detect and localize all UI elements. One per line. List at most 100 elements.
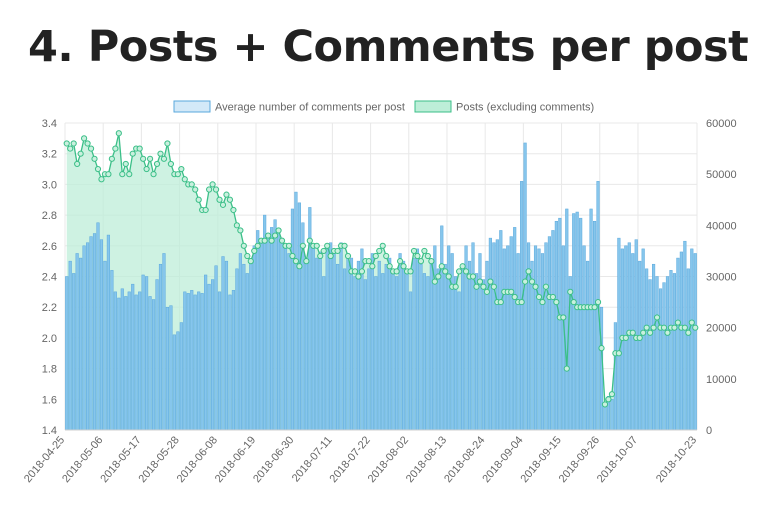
posts-point (115, 130, 122, 137)
posts-point (146, 155, 154, 162)
y-left-tick-label: 1.4 (42, 425, 57, 437)
posts-point (87, 145, 95, 152)
posts-point (153, 160, 161, 168)
legend-swatch-comments (173, 100, 211, 113)
comments-bar (520, 181, 524, 431)
posts-point (136, 145, 143, 152)
comments-bar (186, 293, 190, 431)
posts-point (313, 242, 320, 249)
comments-bar (436, 268, 440, 431)
comments-bar (162, 253, 166, 431)
comments-bar (592, 220, 597, 431)
posts-point (528, 278, 536, 285)
posts-point (122, 160, 129, 168)
comments-bar (138, 291, 142, 431)
legend-swatch-posts (414, 100, 452, 113)
posts-point (522, 278, 529, 285)
comments-bar (304, 260, 308, 431)
posts-point (292, 258, 300, 265)
posts-point (414, 252, 421, 260)
comments-bar (658, 288, 663, 431)
posts-point (275, 227, 282, 234)
posts-point (518, 298, 525, 306)
posts-point (605, 396, 612, 403)
posts-point (261, 237, 268, 244)
comments-bar (242, 263, 246, 431)
comments-bar (374, 276, 378, 431)
comments-bar (211, 279, 215, 431)
comments-bar (190, 290, 194, 431)
comments-bar (631, 253, 635, 431)
posts-point (549, 293, 556, 301)
comments-bar (141, 274, 145, 431)
comments-bar (672, 273, 676, 431)
comments-bar (551, 230, 555, 431)
posts-point (157, 150, 164, 157)
comments-bar (461, 268, 465, 431)
comments-bar (280, 237, 284, 431)
comments-bar (329, 242, 333, 431)
posts-point (108, 155, 115, 162)
comments-bar (283, 245, 288, 431)
posts-point (608, 391, 616, 398)
comments-bar (367, 268, 371, 431)
posts-point (233, 222, 240, 229)
comments-bar (613, 322, 617, 431)
posts-point (671, 324, 678, 331)
comments-bar (252, 245, 256, 431)
comments-bar (693, 253, 697, 431)
comments-bar (148, 296, 152, 431)
posts-point (473, 283, 480, 290)
posts-point (129, 150, 136, 157)
posts-point (265, 232, 272, 239)
comments-bar (679, 251, 683, 431)
posts-point (344, 252, 352, 260)
posts-point (660, 324, 668, 331)
posts-point (469, 273, 477, 280)
comments-bar (669, 270, 673, 431)
posts-point (206, 186, 213, 193)
posts-point (653, 314, 661, 321)
posts-point (174, 171, 181, 178)
posts-point (285, 242, 293, 249)
comments-bar (249, 260, 253, 431)
comments-bar (325, 248, 329, 431)
comments-bar (533, 245, 538, 431)
comments-bar (131, 283, 135, 431)
comments-bar (575, 211, 579, 431)
posts-point (160, 155, 168, 162)
posts-point (247, 258, 254, 265)
comments-bar (506, 245, 510, 431)
posts-point (202, 206, 209, 214)
comments-bar (502, 248, 506, 431)
comments-bar (204, 274, 208, 431)
posts-point (508, 288, 515, 295)
comments-bar (655, 276, 659, 431)
comments-bar (405, 268, 409, 431)
comments-bar (263, 214, 267, 431)
comments-bar (690, 248, 694, 431)
y-right-tick-label: 10000 (706, 374, 737, 386)
comments-bar (426, 276, 430, 431)
comments-bar (381, 273, 385, 431)
comments-bar (547, 236, 551, 431)
comments-bar (235, 268, 239, 431)
comments-bar (665, 276, 670, 431)
posts-point (80, 135, 88, 142)
posts-point (424, 252, 431, 260)
comments-bar (68, 260, 72, 431)
legend-label-posts: Posts (excluding comments) (456, 102, 594, 114)
comments-bar (75, 253, 79, 431)
comments-bar (408, 291, 413, 431)
y-left-tick-label: 3.4 (42, 118, 57, 130)
legend-label-comments: Average number of comments per post (215, 102, 405, 114)
comments-bar (86, 242, 90, 431)
posts-point (497, 298, 504, 306)
posts-point (629, 329, 636, 336)
comments-bar (388, 257, 392, 431)
posts-point (462, 268, 470, 275)
comments-bar (96, 222, 100, 431)
comments-bar (662, 282, 666, 431)
posts-point (379, 242, 386, 249)
comments-bar (92, 233, 97, 431)
